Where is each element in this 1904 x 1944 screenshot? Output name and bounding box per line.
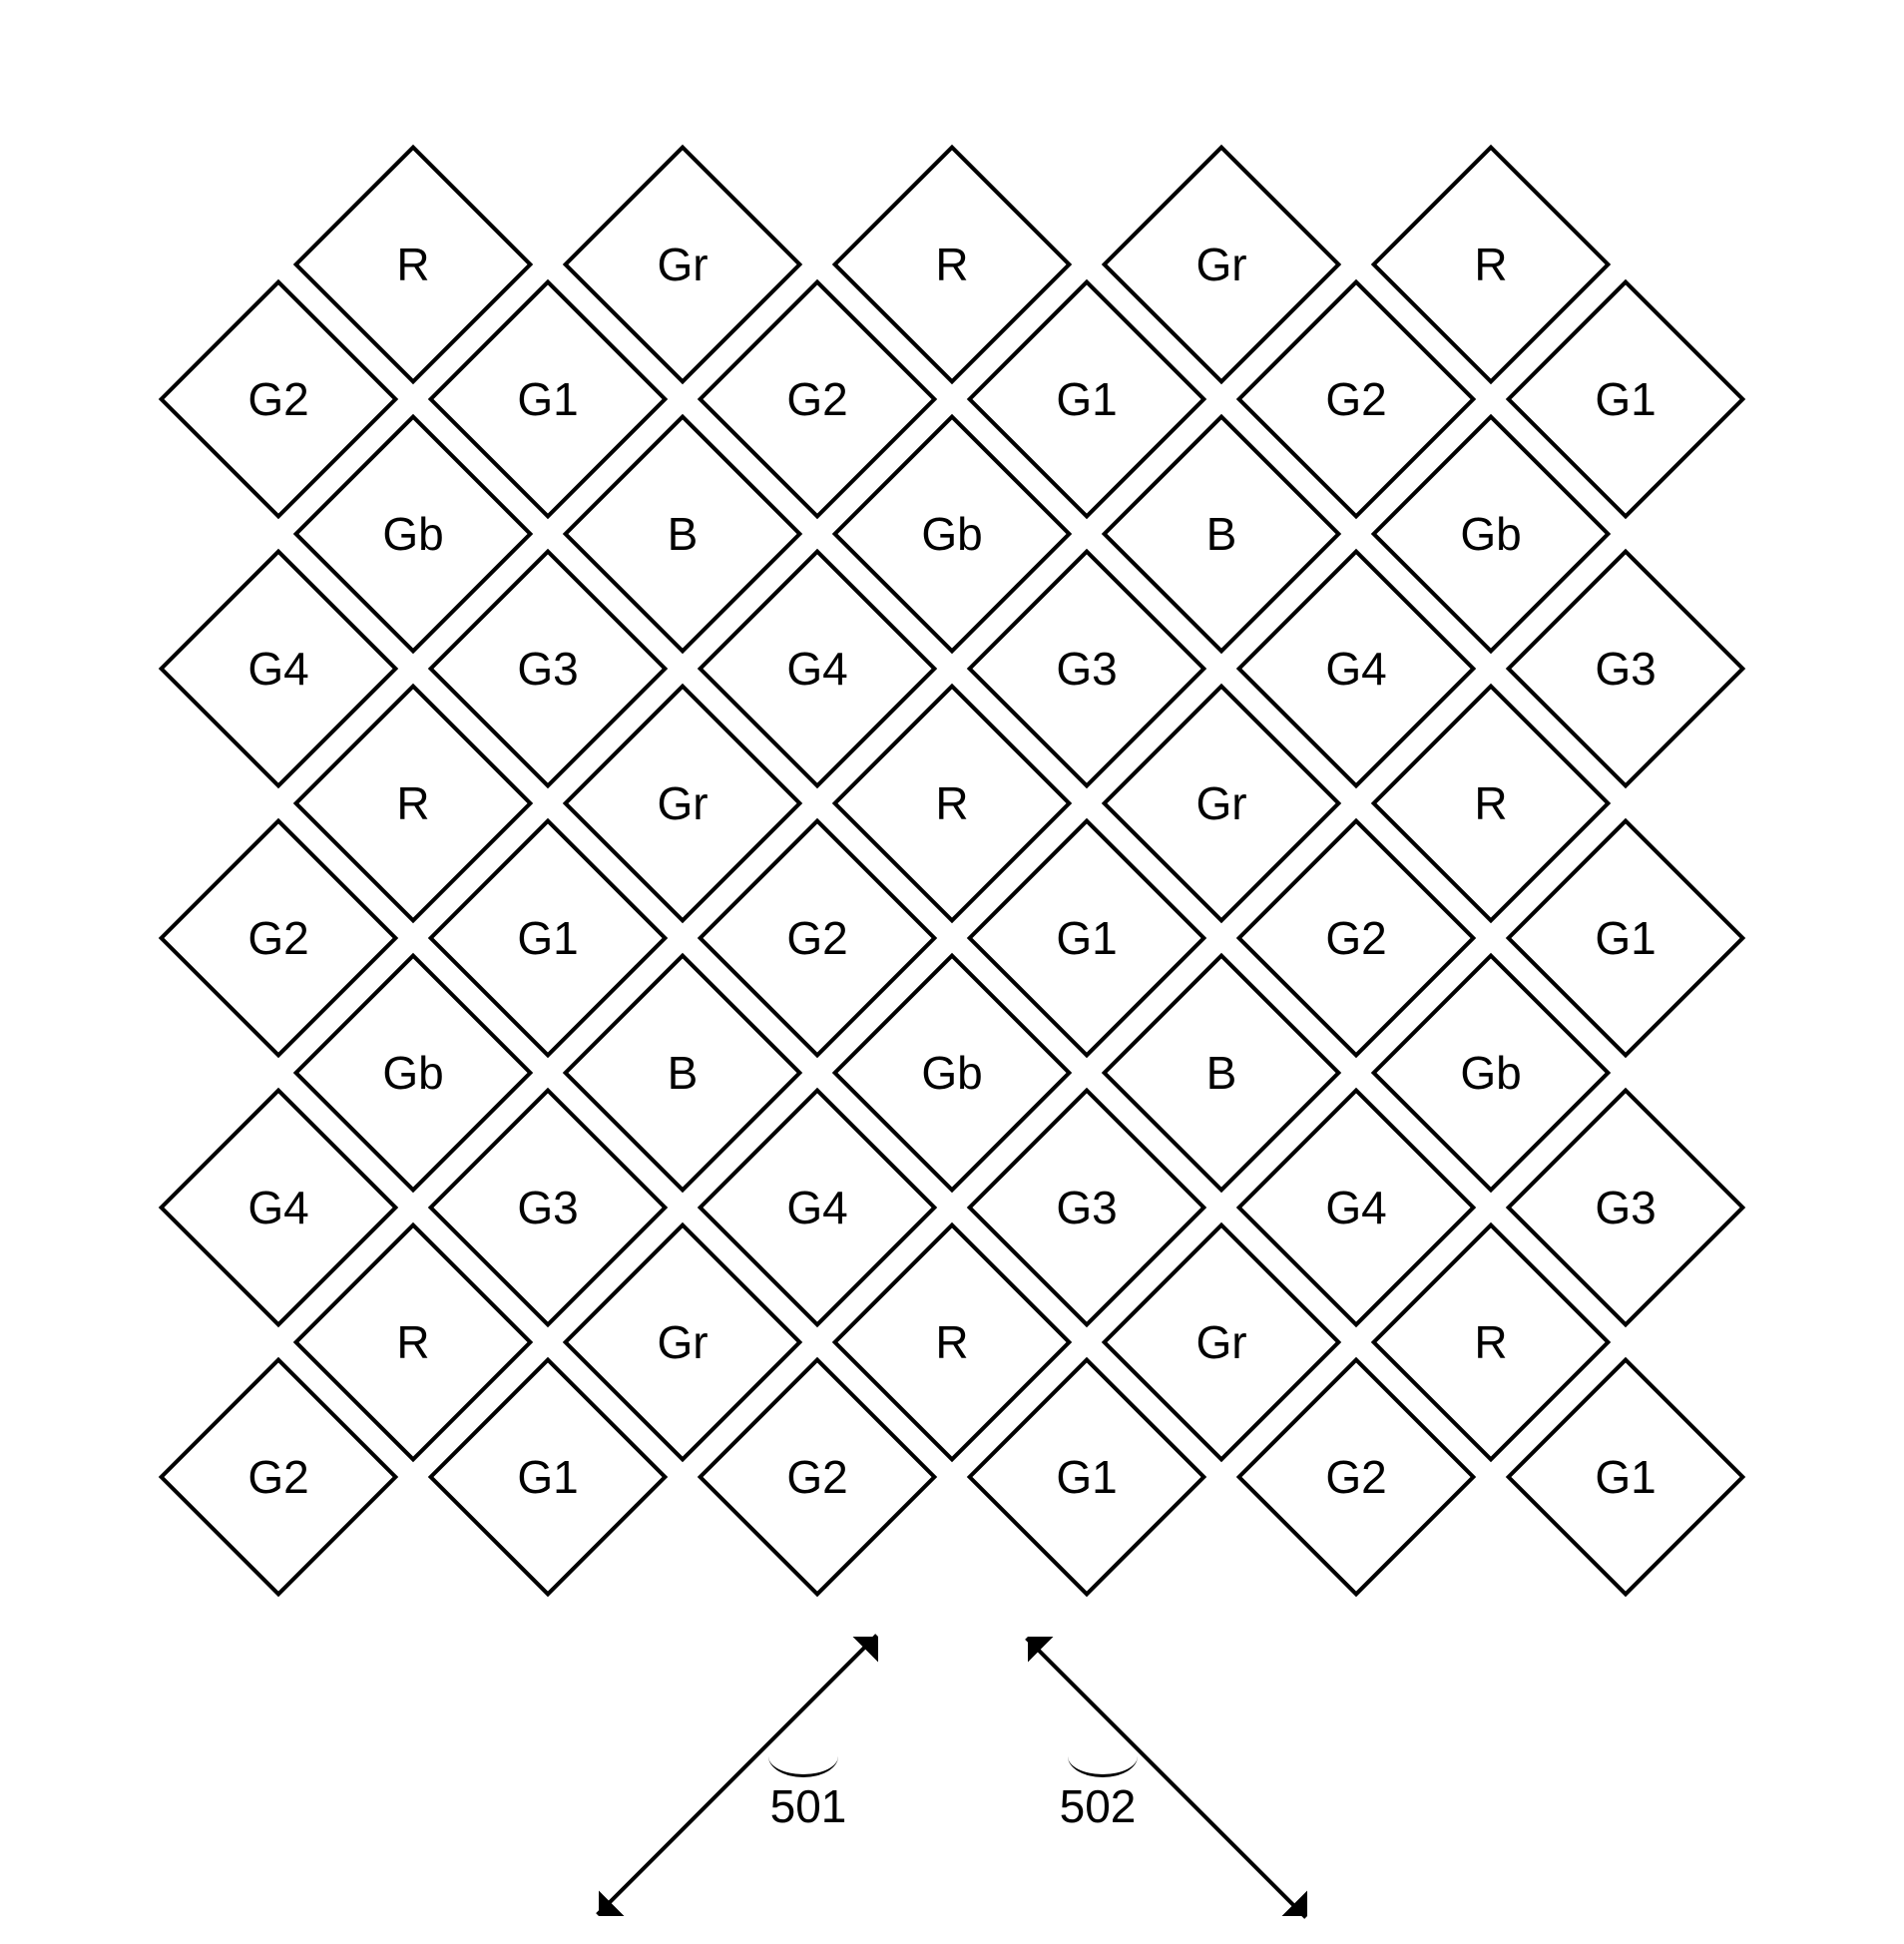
pixel-label: G4 [786, 1181, 847, 1234]
pixel-label: G3 [1056, 642, 1117, 696]
brace-mark [768, 1756, 838, 1777]
pixel-label: R [935, 238, 968, 291]
pixel-label: Gb [1460, 507, 1521, 561]
pixel-label: G4 [1325, 642, 1386, 696]
pixel-label: B [1206, 1046, 1237, 1100]
pixel-label: Gr [1195, 238, 1246, 291]
pixel-label: Gr [657, 238, 708, 291]
pixel-label: G1 [517, 372, 578, 426]
pixel-label: G2 [1325, 1450, 1386, 1504]
pixel-label: G3 [517, 642, 578, 696]
right-label: 502 [1060, 1779, 1137, 1833]
pixel-label: Gb [382, 507, 443, 561]
pixel-label: Gb [1460, 1046, 1521, 1100]
pixel-label: G1 [517, 1450, 578, 1504]
pixel-label: Gr [1195, 776, 1246, 830]
pixel-label: B [668, 1046, 699, 1100]
pixel-label: G2 [786, 372, 847, 426]
pixel-label: R [1474, 1315, 1507, 1369]
pixel-label: B [1206, 507, 1237, 561]
pixel-array-figure: R Gr R Gr R G2 G1 G2 G1 G2 G1 Gb B Gb B Gb G4 G3 G4 G3 G4 G3 R… [0, 0, 1904, 1944]
pixel-label: B [668, 507, 699, 561]
pixel-label: R [935, 1315, 968, 1369]
pixel-label: G2 [247, 911, 308, 965]
brace-mark [1068, 1756, 1138, 1777]
pixel-label: G4 [786, 642, 847, 696]
pixel-label: G4 [247, 1181, 308, 1234]
right-arrow [1025, 1637, 1307, 1919]
pixel-label: Gb [921, 1046, 982, 1100]
pixel-label: G1 [517, 911, 578, 965]
pixel-label: G4 [247, 642, 308, 696]
pixel-label: Gr [657, 1315, 708, 1369]
left-arrow [596, 1634, 878, 1916]
pixel-label: Gr [657, 776, 708, 830]
left-label: 501 [770, 1779, 847, 1833]
pixel-label: G3 [1056, 1181, 1117, 1234]
pixel-label: R [1474, 776, 1507, 830]
pixel-label: R [396, 776, 429, 830]
pixel-label: G2 [247, 1450, 308, 1504]
pixel-label: G2 [1325, 372, 1386, 426]
pixel-label: G1 [1595, 1450, 1656, 1504]
pixel-label: G2 [247, 372, 308, 426]
pixel-label: G1 [1595, 372, 1656, 426]
pixel-label: G1 [1056, 1450, 1117, 1504]
pixel-label: G3 [1595, 642, 1656, 696]
pixel-label: Gb [382, 1046, 443, 1100]
pixel-label: G1 [1056, 911, 1117, 965]
pixel-label: G3 [1595, 1181, 1656, 1234]
pixel-label: R [935, 776, 968, 830]
pixel-label: G2 [786, 1450, 847, 1504]
pixel-label: R [396, 238, 429, 291]
pixel-label: G2 [1325, 911, 1386, 965]
pixel-label: G1 [1595, 911, 1656, 965]
pixel-label: G2 [786, 911, 847, 965]
pixel-label: R [396, 1315, 429, 1369]
pixel-label: Gr [1195, 1315, 1246, 1369]
pixel-label: G4 [1325, 1181, 1386, 1234]
pixel-label: Gb [921, 507, 982, 561]
pixel-label: G1 [1056, 372, 1117, 426]
pixel-label: R [1474, 238, 1507, 291]
pixel-label: G3 [517, 1181, 578, 1234]
